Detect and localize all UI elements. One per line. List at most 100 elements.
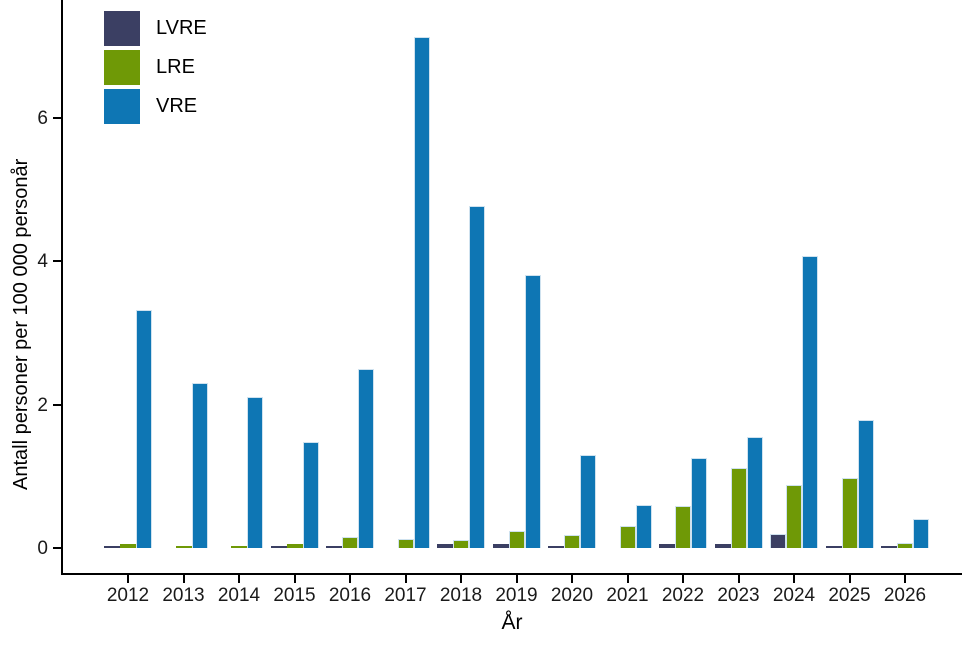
bar-lvre-2026 <box>881 546 897 548</box>
x-tick-label: 2014 <box>217 585 261 606</box>
bar-vre-2018 <box>469 206 485 548</box>
bar-lre-2018 <box>453 540 469 548</box>
bar-lvre-2024 <box>770 534 786 548</box>
legend-item-vre: VRE <box>104 89 207 124</box>
bar-vre-2026 <box>913 519 929 548</box>
y-tick-mark <box>53 260 61 262</box>
bar-vre-2015 <box>302 442 319 548</box>
x-tick-mark <box>460 575 462 583</box>
bar-group-2018 <box>437 0 485 548</box>
bar-vre-2020 <box>580 455 596 548</box>
x-tick-mark <box>238 575 240 583</box>
x-tick-mark <box>793 575 795 583</box>
bar-lre-2021 <box>619 526 636 548</box>
bar-group-2022 <box>659 0 707 548</box>
y-tick-label: 4 <box>37 251 48 272</box>
bar-lvre-2023 <box>714 544 731 548</box>
x-axis-title: År <box>501 611 523 634</box>
y-tick-mark <box>53 547 61 549</box>
legend-swatch-lre <box>104 50 140 85</box>
y-tick-label: 2 <box>37 394 48 416</box>
legend-swatch-vre <box>104 89 140 124</box>
x-tick-label: 2024 <box>772 585 816 606</box>
x-tick-mark <box>904 575 906 583</box>
legend-item-lvre: LVRE <box>104 11 207 46</box>
x-tick-label: 2026 <box>883 585 927 606</box>
x-tick-label: 2019 <box>495 585 538 606</box>
bar-lre-2012 <box>120 544 136 548</box>
bar-group-2020 <box>548 0 596 548</box>
bar-vre-2022 <box>691 458 707 548</box>
x-tick-mark <box>682 575 684 583</box>
x-tick-label: 2025 <box>828 585 871 606</box>
x-tick-mark <box>571 575 573 583</box>
x-tick-mark <box>127 575 129 583</box>
bar-lvre-2018 <box>437 544 453 548</box>
x-tick-label: 2012 <box>106 585 150 606</box>
bar-group-2025 <box>825 0 874 548</box>
y-tick-label: 6 <box>37 107 48 129</box>
x-axis-line <box>61 573 962 575</box>
bar-lre-2024 <box>786 485 802 548</box>
bar-group-2019 <box>492 0 541 548</box>
bar-vre-2017 <box>413 37 430 548</box>
bar-lre-2023 <box>730 468 747 548</box>
x-tick-label: 2016 <box>328 585 372 606</box>
bar-vre-2021 <box>635 505 652 548</box>
legend: LVRE LRE VRE <box>104 11 207 124</box>
y-axis-line <box>61 0 63 575</box>
bar-lvre-2022 <box>659 544 675 548</box>
bar-vre-2014 <box>247 397 263 548</box>
x-tick-label: 2017 <box>384 585 427 606</box>
x-tick-label: 2013 <box>162 585 205 606</box>
bar-vre-2012 <box>136 310 152 548</box>
bar-lvre-2012 <box>104 546 120 548</box>
x-tick-label: 2023 <box>717 585 760 606</box>
bar-lre-2013 <box>175 546 192 548</box>
bar-group-2015 <box>270 0 319 548</box>
y-axis-title: Antall personer per 100 000 personår <box>10 158 32 490</box>
x-tick-label: 2018 <box>439 585 483 606</box>
bar-vre-2023 <box>746 437 763 548</box>
bar-vre-2025 <box>857 420 874 548</box>
x-tick-label: 2015 <box>273 585 316 606</box>
bar-lvre-2025 <box>825 546 842 548</box>
y-tick-mark <box>53 116 61 119</box>
bar-lre-2014 <box>231 546 247 548</box>
x-tick-label: 2021 <box>606 585 649 606</box>
bar-group-2012 <box>104 0 152 548</box>
bar-group-2024 <box>770 0 818 548</box>
bar-group-2021 <box>604 0 652 548</box>
bar-lre-2015 <box>286 544 303 548</box>
bar-vre-2024 <box>802 256 818 548</box>
legend-label: LRE <box>156 56 195 78</box>
x-tick-mark <box>349 575 351 583</box>
legend-label: LVRE <box>156 17 207 39</box>
bar-lre-2026 <box>897 543 913 548</box>
bar-lre-2016 <box>342 537 358 548</box>
bar-group-2014 <box>215 0 263 548</box>
bar-lre-2022 <box>675 506 691 548</box>
x-tick-mark <box>182 575 185 583</box>
x-tick-mark <box>515 575 518 583</box>
x-tick-mark <box>737 575 740 583</box>
x-tick-mark <box>293 575 296 583</box>
bar-group-2017 <box>382 0 430 548</box>
bar-lre-2017 <box>397 539 414 548</box>
bar-group-2026 <box>881 0 929 548</box>
bar-group-2013 <box>160 0 208 548</box>
bar-lre-2025 <box>841 478 858 548</box>
x-tick-mark <box>404 575 407 583</box>
bar-vre-2013 <box>191 383 208 548</box>
bar-group-2023 <box>714 0 763 548</box>
bar-lre-2019 <box>508 531 525 548</box>
bar-lvre-2020 <box>548 546 564 548</box>
bar-vre-2019 <box>524 275 541 548</box>
x-tick-label: 2022 <box>661 585 705 606</box>
bar-lre-2020 <box>564 535 580 548</box>
legend-swatch-lvre <box>104 11 140 46</box>
bar-vre-2016 <box>358 369 374 548</box>
legend-label: VRE <box>156 95 198 117</box>
bar-lvre-2016 <box>326 546 342 548</box>
x-tick-mark <box>626 575 629 583</box>
